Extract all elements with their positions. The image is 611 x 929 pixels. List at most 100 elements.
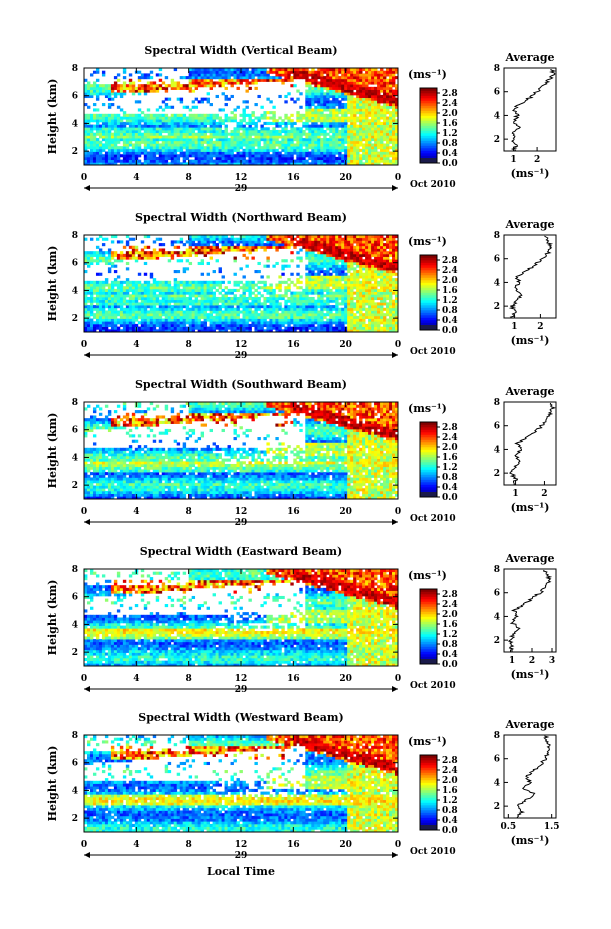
heatmap-cell [155, 138, 160, 142]
heatmap-cell [260, 132, 264, 136]
heatmap-cell [359, 132, 363, 136]
heatmap-cell [242, 286, 246, 290]
heatmap-cell [290, 299, 294, 303]
heatmap-cell [311, 237, 315, 241]
heatmap-cell [335, 286, 339, 290]
heatmap-cell [110, 305, 115, 309]
heatmap-cell [320, 261, 324, 266]
heatmap-cell [347, 116, 351, 120]
heatmap-cell [128, 78, 133, 82]
heatmap-cell [209, 310, 213, 314]
heatmap-cell [176, 162, 181, 166]
heatmap-cell [266, 97, 270, 101]
heatmap-cell [128, 307, 133, 311]
heatmap-cell [323, 235, 327, 239]
heatmap-cell [116, 326, 121, 330]
heatmap-cell [377, 129, 381, 134]
heatmap-cell [347, 97, 351, 101]
heatmap-cell [149, 275, 154, 279]
heatmap-cell [314, 256, 318, 260]
heatmap-cell [161, 113, 166, 117]
heatmap-cell [164, 105, 169, 109]
heatmap-cell [320, 68, 324, 72]
heatmap-cell [224, 329, 228, 333]
heatmap-cell [98, 127, 103, 131]
heatmap-cell [335, 129, 339, 134]
heatmap-cell [149, 76, 154, 80]
heatmap-cell [314, 240, 318, 244]
heatmap-cell [194, 245, 199, 249]
heatmap-cell [386, 156, 390, 161]
heatmap-cell [254, 294, 258, 298]
heatmap-cell [251, 318, 255, 322]
heatmap-cell [236, 78, 240, 82]
heatmap-cell [239, 140, 243, 144]
heatmap-cell [311, 259, 315, 263]
heatmap-cell [305, 108, 309, 112]
heatmap-cell [131, 288, 136, 292]
heatmap-cell [113, 84, 118, 88]
heatmap-cell [281, 73, 285, 77]
heatmap-cell [191, 154, 196, 158]
heatmap-cell [254, 307, 258, 311]
heatmap-cell [245, 100, 249, 104]
heatmap-cell [128, 135, 133, 139]
heatmap-cell [245, 121, 249, 125]
heatmap-cell [233, 272, 237, 276]
heatmap-cell [188, 286, 193, 290]
colorbar-segment [420, 143, 437, 146]
heatmap-cell [84, 315, 88, 319]
heatmap-cell [188, 132, 193, 136]
heatmap-cell [95, 294, 100, 298]
heatmap-cell [173, 159, 178, 163]
heatmap-cell [152, 81, 157, 85]
heatmap-cell [290, 291, 294, 295]
heatmap-cell [227, 73, 231, 77]
heatmap-cell [326, 97, 330, 101]
heatmap-cell [233, 323, 237, 328]
heatmap-cell [356, 129, 360, 134]
heatmap-cell [182, 286, 187, 290]
heatmap-cell [308, 321, 312, 325]
heatmap-cell [185, 148, 190, 152]
heatmap-cell [317, 140, 321, 144]
heatmap-cell [212, 116, 216, 120]
heatmap-cell [245, 318, 249, 322]
heatmap-cell [251, 78, 255, 82]
heatmap-cell [86, 81, 91, 85]
heatmap-cell [95, 305, 100, 309]
heatmap-cell [260, 329, 264, 333]
heatmap-cell [116, 119, 121, 123]
heatmap-cell [341, 162, 345, 166]
heatmap-cell [170, 113, 175, 117]
heatmap-cell [305, 272, 309, 276]
heatmap-cell [110, 283, 115, 287]
heatmap-cell [314, 278, 318, 282]
heatmap-cell [338, 70, 342, 74]
heatmap-cell [86, 154, 91, 158]
heatmap-cell [230, 305, 234, 309]
heatmap-cell [152, 240, 157, 244]
heatmap-cell [212, 321, 216, 325]
heatmap-cell [278, 321, 282, 325]
heatmap-cell [155, 124, 160, 128]
heatmap-cell [92, 326, 97, 330]
heatmap-cell [266, 245, 270, 249]
heatmap-cell [383, 73, 387, 77]
heatmap-cell [260, 280, 264, 284]
heatmap-cell [203, 329, 208, 333]
heatmap-cell [101, 280, 106, 284]
heatmap-cell [179, 251, 184, 255]
heatmap-cell [86, 256, 91, 260]
heatmap-cell [314, 119, 318, 123]
heatmap-cell [242, 156, 246, 161]
colorbar-segment [420, 133, 437, 136]
heatmap-cell [173, 146, 178, 150]
heatmap-cell [377, 100, 381, 104]
heatmap-cell [161, 253, 166, 257]
heatmap-cell [368, 146, 372, 150]
heatmap-cell [179, 86, 184, 90]
heatmap-cell [119, 127, 124, 131]
heatmap-cell [212, 243, 216, 247]
heatmap-cell [191, 124, 196, 128]
